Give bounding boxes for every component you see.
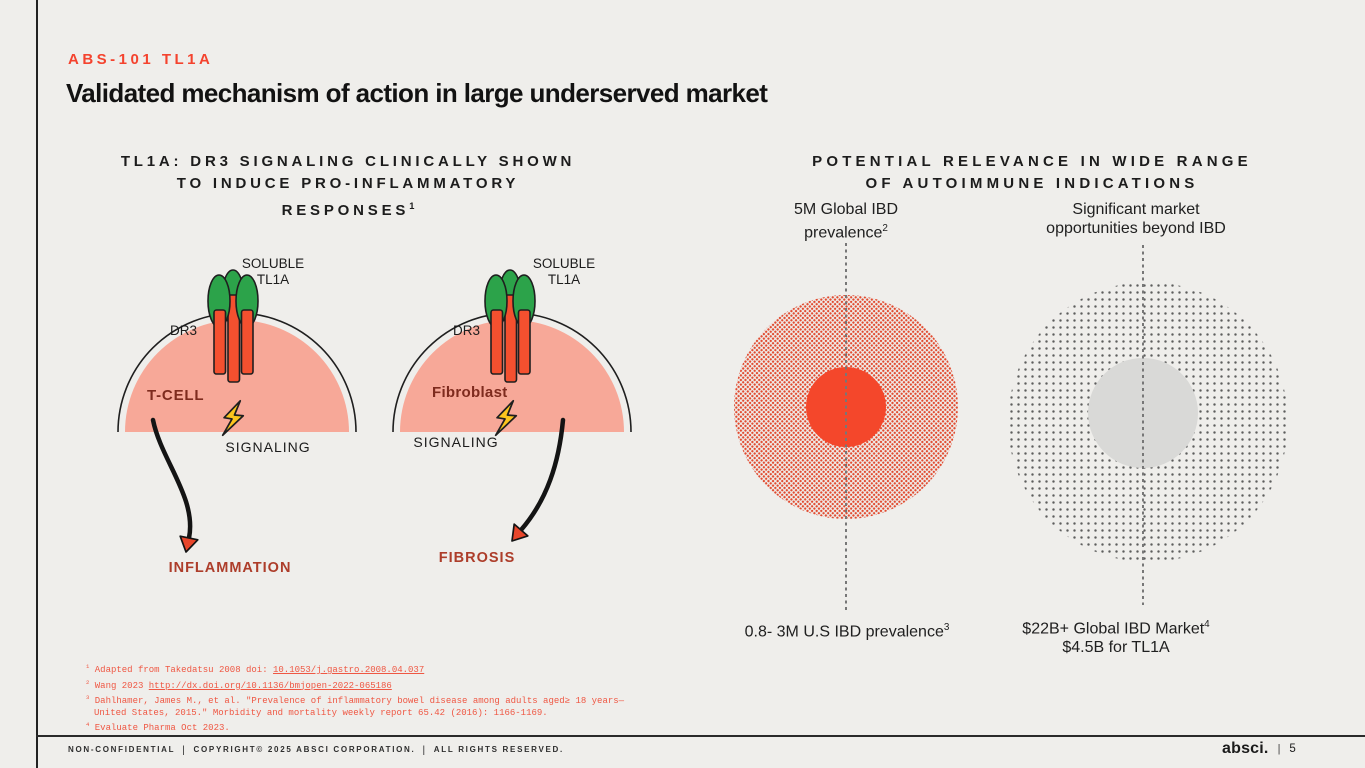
inflammation-arrow xyxy=(150,417,193,541)
tcell-name-label: T-CELL xyxy=(147,387,205,404)
signal-bolt-icon xyxy=(221,399,245,437)
market-top-label: Significant market opportunities beyond … xyxy=(1046,201,1226,237)
footnote-3-continued: United States, 2015." Morbidity and mort… xyxy=(94,707,548,718)
market-bottom-label: $22B+ Global IBD Market4 $4.5B for TL1A xyxy=(1022,619,1210,657)
inflammation-label: INFLAMMATION xyxy=(168,560,292,576)
dr3-bar-mid xyxy=(504,294,518,383)
dr3-label-tcell: DR3 xyxy=(170,323,198,338)
footnote-4: 4 Evaluate Pharma Oct 2023. xyxy=(86,721,230,733)
absci-logo: absci. xyxy=(1222,740,1269,757)
dr3-bar-left xyxy=(213,309,227,375)
dr3-label-fibroblast: DR3 xyxy=(453,323,481,338)
footer-logo-area: absci. | 5 xyxy=(1222,740,1296,758)
left-heading-line2: TO INDUCE PRO-INFLAMMATORY xyxy=(176,175,520,192)
soluble-tl1a-label-fibroblast: SOLUBLE TL1A xyxy=(532,256,596,287)
dr3-bar-left xyxy=(490,309,504,375)
footer-separator: | xyxy=(422,745,427,756)
footnotes: 1 Adapted from Takedatsu 2008 doi: 10.10… xyxy=(86,661,624,735)
footnote-1: 1 Adapted from Takedatsu 2008 doi: 10.10… xyxy=(86,663,425,675)
footer-rights: ALL RIGHTS RESERVED. xyxy=(433,745,564,754)
right-panel-heading: POTENTIAL RELEVANCE IN WIDE RANGE OF AUT… xyxy=(782,151,1282,195)
fibroblast-diagram xyxy=(392,269,632,542)
ibd-bottom-sup: 3 xyxy=(943,622,950,633)
ibd-prevalence-bottom-label: 0.8- 3M U.S IBD prevalence3 xyxy=(744,622,950,641)
page-number: 5 xyxy=(1289,743,1296,755)
signal-bolt-icon xyxy=(494,399,518,437)
right-heading-line1: POTENTIAL RELEVANCE IN WIDE RANGE xyxy=(812,153,1252,170)
soluble-tl1a-label-tcell: SOLUBLE TL1A xyxy=(241,256,305,287)
ibd-dashed-line xyxy=(845,243,847,611)
market-bottom-sup: 4 xyxy=(1204,619,1210,630)
left-heading-sup: 1 xyxy=(409,201,415,211)
market-dashed-line xyxy=(1142,245,1144,605)
slide-eyebrow: ABS-101 TL1A xyxy=(68,51,214,68)
fibrosis-label: FIBROSIS xyxy=(438,550,516,566)
ibd-prevalence-top-label: 5M Global IBD prevalence2 xyxy=(793,201,899,242)
footnote-2-link[interactable]: http://dx.doi.org/10.1136/bmjopen-2022-0… xyxy=(148,680,392,691)
signaling-label-fibroblast: SIGNALING xyxy=(413,434,499,450)
slide-title: Validated mechanism of action in large u… xyxy=(66,78,768,108)
right-heading-line2: OF AUTOIMMUNE INDICATIONS xyxy=(865,175,1199,192)
footnote-3: 3 Dahlhamer, James M., et al. "Prevalenc… xyxy=(86,694,625,706)
footer-rule xyxy=(36,735,1365,737)
fibrosis-arrow xyxy=(518,417,566,533)
footer-copyright: COPYRIGHT© 2025 ABSCI CORPORATION. xyxy=(193,745,416,754)
logo-page-divider: | xyxy=(1277,743,1281,755)
dr3-bar-right xyxy=(240,309,254,375)
left-edge-rule xyxy=(36,0,38,768)
dr3-bar-right xyxy=(517,309,531,375)
footnote-1-link[interactable]: 10.1053/j.gastro.2008.04.037 xyxy=(273,665,425,675)
footer-confidentiality: NON-CONFIDENTIAL xyxy=(68,745,176,754)
footnote-2: 2 Wang 2023 http://dx.doi.org/10.1136/bm… xyxy=(86,678,392,691)
tcell-diagram xyxy=(117,269,357,553)
left-heading-line1: TL1A: DR3 SIGNALING CLINICALLY SHOWN xyxy=(120,153,576,170)
left-panel-heading: TL1A: DR3 SIGNALING CLINICALLY SHOWN TO … xyxy=(88,151,608,222)
footer-text: NON-CONFIDENTIAL | COPYRIGHT© 2025 ABSCI C… xyxy=(68,745,564,756)
footer-separator: | xyxy=(182,745,187,756)
dr3-bar-mid xyxy=(227,294,241,383)
ibd-top-sup: 2 xyxy=(882,223,888,234)
signaling-label-tcell: SIGNALING xyxy=(225,439,311,455)
fibrosis-arrowhead xyxy=(511,523,529,542)
fibroblast-name-label: Fibroblast xyxy=(432,384,508,401)
inflammation-arrowhead xyxy=(179,535,199,553)
left-heading-line3: RESPONSES1 xyxy=(281,201,415,219)
